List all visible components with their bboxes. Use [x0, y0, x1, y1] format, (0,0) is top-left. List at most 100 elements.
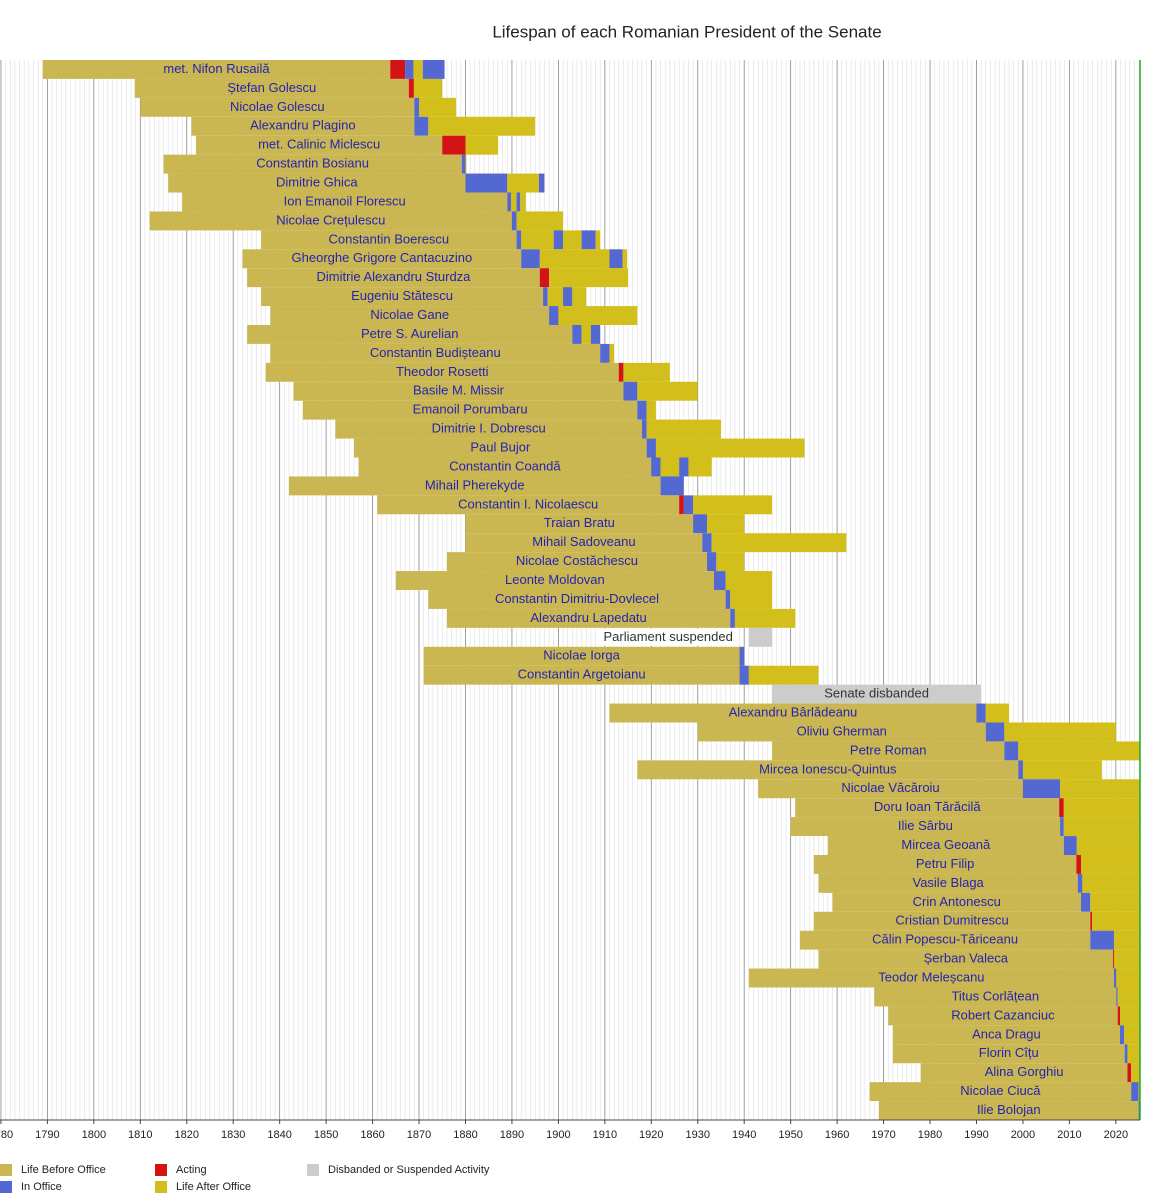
row-label: Leonte Moldovan: [505, 572, 605, 587]
legend-swatch: [0, 1181, 12, 1193]
life-after-office: [1131, 1063, 1140, 1083]
in-office: [600, 343, 610, 363]
in-office: [642, 419, 647, 439]
life-after-office: [572, 287, 587, 307]
life-before-office: [818, 949, 1114, 969]
x-tick-label: 1800: [82, 1129, 106, 1141]
life-after-office: [511, 192, 517, 212]
life-before-office: [288, 476, 661, 496]
life-before-office: [377, 495, 680, 515]
suspended-bar: [748, 627, 773, 647]
life-before-office: [302, 400, 638, 420]
in-office: [707, 552, 717, 572]
life-before-office: [446, 608, 731, 628]
row-label: Doru Ioan Tărăcilă: [874, 799, 981, 814]
acting: [1059, 798, 1064, 818]
in-office: [507, 192, 512, 212]
life-after-office: [1022, 760, 1102, 780]
life-after-office: [1082, 873, 1140, 893]
in-office: [651, 457, 661, 477]
life-before-office: [196, 135, 443, 155]
in-office: [1060, 817, 1064, 837]
acting: [1090, 911, 1093, 931]
x-tick-label: 1870: [407, 1129, 431, 1141]
row-label: Nicolae Costăchescu: [516, 553, 638, 568]
in-office: [538, 173, 545, 193]
life-before-office: [827, 836, 1064, 855]
row-label: Emanoil Porumbaru: [413, 402, 528, 417]
row-label: Petru Filip: [916, 856, 975, 871]
in-office: [511, 211, 517, 231]
life-before-office: [748, 968, 1114, 988]
life-after-office: [1004, 722, 1116, 742]
x-tick-label: 1940: [732, 1129, 756, 1141]
in-office: [646, 438, 656, 458]
life-after-office: [1117, 987, 1140, 1007]
x-tick-label: 2020: [1104, 1129, 1128, 1141]
row-label: Petre Roman: [850, 742, 927, 757]
life-before-office: [149, 211, 512, 231]
life-after-office: [985, 703, 1009, 723]
x-tick-label: 1910: [593, 1129, 617, 1141]
in-office: [1022, 779, 1061, 799]
life-before-office: [878, 1101, 1139, 1120]
row-label: Constantin Argetoianu: [518, 667, 646, 682]
life-after-office: [1092, 911, 1140, 931]
life-after-office: [730, 590, 773, 609]
life-after-office: [558, 306, 638, 325]
in-office: [725, 590, 731, 609]
row-label: Nicolae Iorga: [543, 648, 620, 663]
acting: [539, 268, 550, 288]
row-label: Constantin Dimitriu-Dovlecel: [495, 591, 659, 606]
row-label: Vasile Blaga: [912, 875, 984, 890]
in-office: [739, 646, 745, 666]
life-before-office: [261, 287, 544, 307]
row-label: Anca Dragu: [972, 1026, 1041, 1041]
row-label: Petre S. Aurelian: [361, 326, 459, 341]
row-label: Nicolae Ciucă: [960, 1083, 1041, 1098]
row-label: Constantin Boerescu: [328, 231, 449, 246]
acting: [408, 78, 414, 98]
row-label: Mircea Ionescu-Quintus: [759, 761, 897, 776]
in-office: [516, 192, 521, 212]
row-label: Dimitrie Alexandru Sturdza: [317, 269, 472, 284]
in-office: [543, 287, 548, 307]
row-label: Nicolae Văcăroiu: [841, 780, 939, 795]
row-label: Dimitrie I. Dobrescu: [432, 421, 546, 436]
in-office: [683, 495, 694, 515]
acting: [679, 495, 684, 515]
in-office: [581, 230, 596, 250]
row-label: Dimitrie Ghica: [276, 174, 358, 189]
labels: met. Nifon Rusailă Ștefan Golescu Nicolae …: [163, 61, 1063, 1117]
in-office: [553, 230, 564, 250]
row-label: Eugeniu Stătescu: [351, 288, 453, 303]
x-tick-label: 1900: [546, 1129, 570, 1141]
life-before-office: [163, 154, 462, 174]
x-tick-label: 1990: [964, 1129, 988, 1141]
life-before-office: [247, 268, 540, 288]
life-after-office: [1113, 949, 1140, 969]
life-before-office: [168, 173, 466, 193]
row-label: Nicolae Crețulescu: [276, 212, 385, 227]
row-label: Robert Cazanciuc: [951, 1007, 1055, 1022]
row-label: Mihail Pherekyde: [425, 477, 525, 492]
legend-swatch: [155, 1181, 167, 1193]
life-after-office: [1063, 798, 1140, 818]
x-tick-label: 1920: [639, 1129, 663, 1141]
life-after-office: [1060, 779, 1140, 799]
in-office: [1120, 1025, 1125, 1045]
life-before-office: [795, 798, 1060, 818]
life-before-office: [892, 1044, 1125, 1064]
in-office: [1131, 1082, 1139, 1102]
life-after-office: [547, 287, 564, 307]
row-label: Călin Popescu-Tăriceanu: [872, 932, 1018, 947]
life-before-office: [446, 552, 708, 572]
row-label: Ilie Sârbu: [898, 818, 953, 833]
chart-title: Lifespan of each Romanian President of t…: [492, 22, 881, 41]
life-after-office: [419, 97, 457, 117]
life-after-office: [1063, 817, 1140, 837]
life-before-office: [42, 60, 391, 79]
legend-swatch: [0, 1164, 12, 1176]
in-office: [1081, 892, 1091, 912]
life-before-office: [134, 78, 409, 98]
